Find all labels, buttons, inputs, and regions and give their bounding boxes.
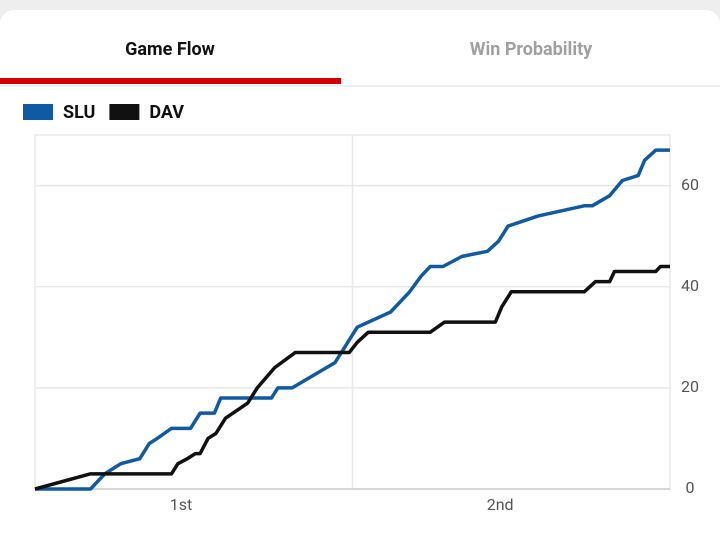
y-tick-label: 20 [681,377,699,396]
tab-active[interactable]: Game Flow [125,39,215,60]
y-tick-label: 60 [681,175,699,194]
legend-swatch [109,104,140,120]
card [0,10,720,536]
legend-label: SLU [63,102,95,123]
series-line [35,148,670,491]
x-tick-label: 2nd [487,495,514,514]
y-tick-label: 40 [681,276,699,295]
legend-swatch [23,104,53,120]
series-line [34,264,670,491]
x-tick-label: 1st [170,495,192,514]
tab-indicator [0,78,341,84]
tab[interactable]: Win Probability [470,39,593,60]
y-tick-label: 0 [686,478,695,497]
legend-label: DAV [149,102,184,123]
